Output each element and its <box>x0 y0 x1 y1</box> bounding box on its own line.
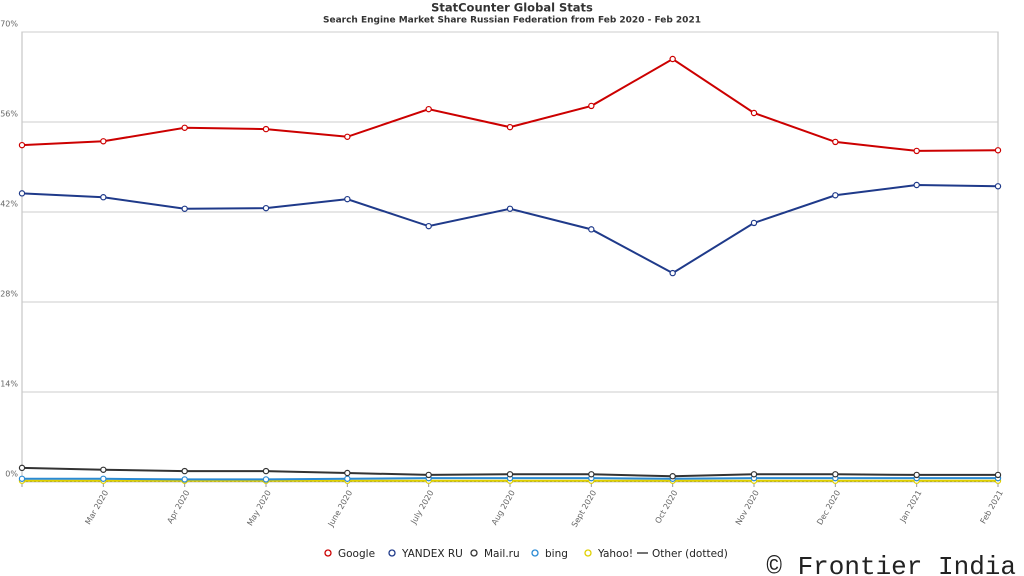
legend-swatch <box>584 549 592 557</box>
point <box>18 141 26 149</box>
x-tick-label: June 2020 <box>326 489 354 529</box>
point <box>181 467 188 475</box>
point <box>100 138 107 145</box>
legend-label: bing <box>545 548 568 560</box>
x-tick-label: Oct 2020 <box>653 489 679 525</box>
legend-label: YANDEX RU <box>401 548 463 560</box>
point <box>506 205 514 212</box>
series-line <box>21 57 999 152</box>
point <box>262 476 270 483</box>
watermark: © Frontier India <box>766 552 1016 576</box>
point <box>913 181 920 189</box>
chart-title: StatCounter Global Stats <box>431 1 593 15</box>
point <box>18 464 26 472</box>
x-tick-label: Nov 2020 <box>734 489 761 527</box>
point <box>913 471 920 479</box>
y-tick-label: 56% <box>0 110 18 119</box>
point <box>262 204 270 212</box>
legend-label: Google <box>338 548 375 560</box>
point <box>425 222 432 230</box>
point <box>913 147 920 155</box>
point <box>344 133 351 140</box>
legend-swatch <box>324 549 332 557</box>
legend-item: Other (dotted) <box>637 548 728 560</box>
x-tick-label: July 2020 <box>409 489 436 527</box>
point <box>262 467 270 475</box>
legend-item: YANDEX RU <box>388 548 463 560</box>
point <box>832 192 839 199</box>
y-tick-label: 14% <box>0 380 18 389</box>
x-tick-label: Aug 2020 <box>490 489 517 527</box>
legend-label: Mail.ru <box>484 548 520 560</box>
chart-subtitle: Search Engine Market Share Russian Feder… <box>323 16 701 26</box>
legend-item: bing <box>531 548 568 560</box>
y-tick-label: 42% <box>0 200 18 209</box>
legend-item: Mail.ru <box>470 548 520 560</box>
x-tick-label: Feb 2021 <box>979 489 1005 526</box>
point <box>994 183 1002 190</box>
plot-border <box>21 31 999 483</box>
point <box>994 147 1002 154</box>
legend-label: Yahoo! <box>597 548 633 560</box>
point <box>181 205 188 212</box>
point <box>750 471 758 478</box>
y-tick-label: 28% <box>0 290 18 299</box>
point <box>262 125 270 133</box>
point <box>100 194 107 201</box>
point <box>588 471 595 478</box>
x-tick-label: Mar 2020 <box>83 489 110 526</box>
point <box>588 226 595 233</box>
point <box>669 473 676 480</box>
point <box>100 475 107 482</box>
legend-swatch <box>470 549 478 557</box>
y-tick-label: 70% <box>0 20 18 29</box>
point <box>506 471 514 478</box>
point <box>18 190 26 197</box>
x-tick-label: Apr 2020 <box>165 489 191 525</box>
point <box>181 476 188 483</box>
y-tick-label: 0% <box>5 470 18 479</box>
point <box>994 471 1002 479</box>
point <box>832 138 839 146</box>
legend-item: Google <box>324 548 375 560</box>
x-tick-label: Dec 2020 <box>815 489 842 527</box>
point <box>506 123 514 131</box>
point <box>181 124 188 131</box>
legend-swatch <box>388 549 396 557</box>
point <box>425 105 432 113</box>
point <box>832 471 839 478</box>
x-tick-label: May 2020 <box>245 489 273 528</box>
legend-swatch <box>531 549 539 557</box>
point <box>588 102 595 110</box>
point <box>750 219 758 227</box>
x-tick-label: Jan 2021 <box>898 489 924 525</box>
legend-item: Yahoo! <box>584 548 633 560</box>
point <box>344 475 351 482</box>
legend-label: Other (dotted) <box>652 548 728 560</box>
point <box>669 55 676 63</box>
series-line <box>21 183 999 275</box>
point <box>18 475 26 482</box>
x-tick-label: Sept 2020 <box>570 489 598 529</box>
point <box>344 195 351 203</box>
point <box>344 469 351 477</box>
point <box>669 269 676 277</box>
point <box>750 109 758 117</box>
point <box>100 466 107 473</box>
point <box>425 471 432 479</box>
